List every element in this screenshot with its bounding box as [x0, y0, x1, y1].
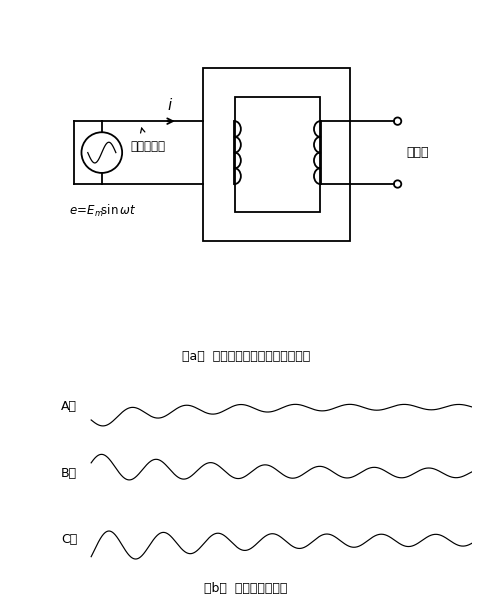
Text: B相: B相 [61, 467, 77, 480]
Text: $i$: $i$ [167, 97, 173, 113]
Text: （a）  充電時の様子（単相で表示）: （a） 充電時の様子（単相で表示） [182, 350, 310, 364]
Text: $e\!=\!E_m\!\sin\omega t$: $e\!=\!E_m\!\sin\omega t$ [68, 203, 136, 218]
Text: C相: C相 [61, 534, 77, 546]
Text: （b）  各相電流波形例: （b） 各相電流波形例 [204, 582, 288, 595]
Text: A相: A相 [61, 401, 77, 413]
Bar [235, 97, 320, 212]
Bar [204, 68, 349, 241]
Text: 開放中: 開放中 [407, 146, 430, 159]
Text: 変圧器充電: 変圧器充電 [130, 140, 165, 152]
